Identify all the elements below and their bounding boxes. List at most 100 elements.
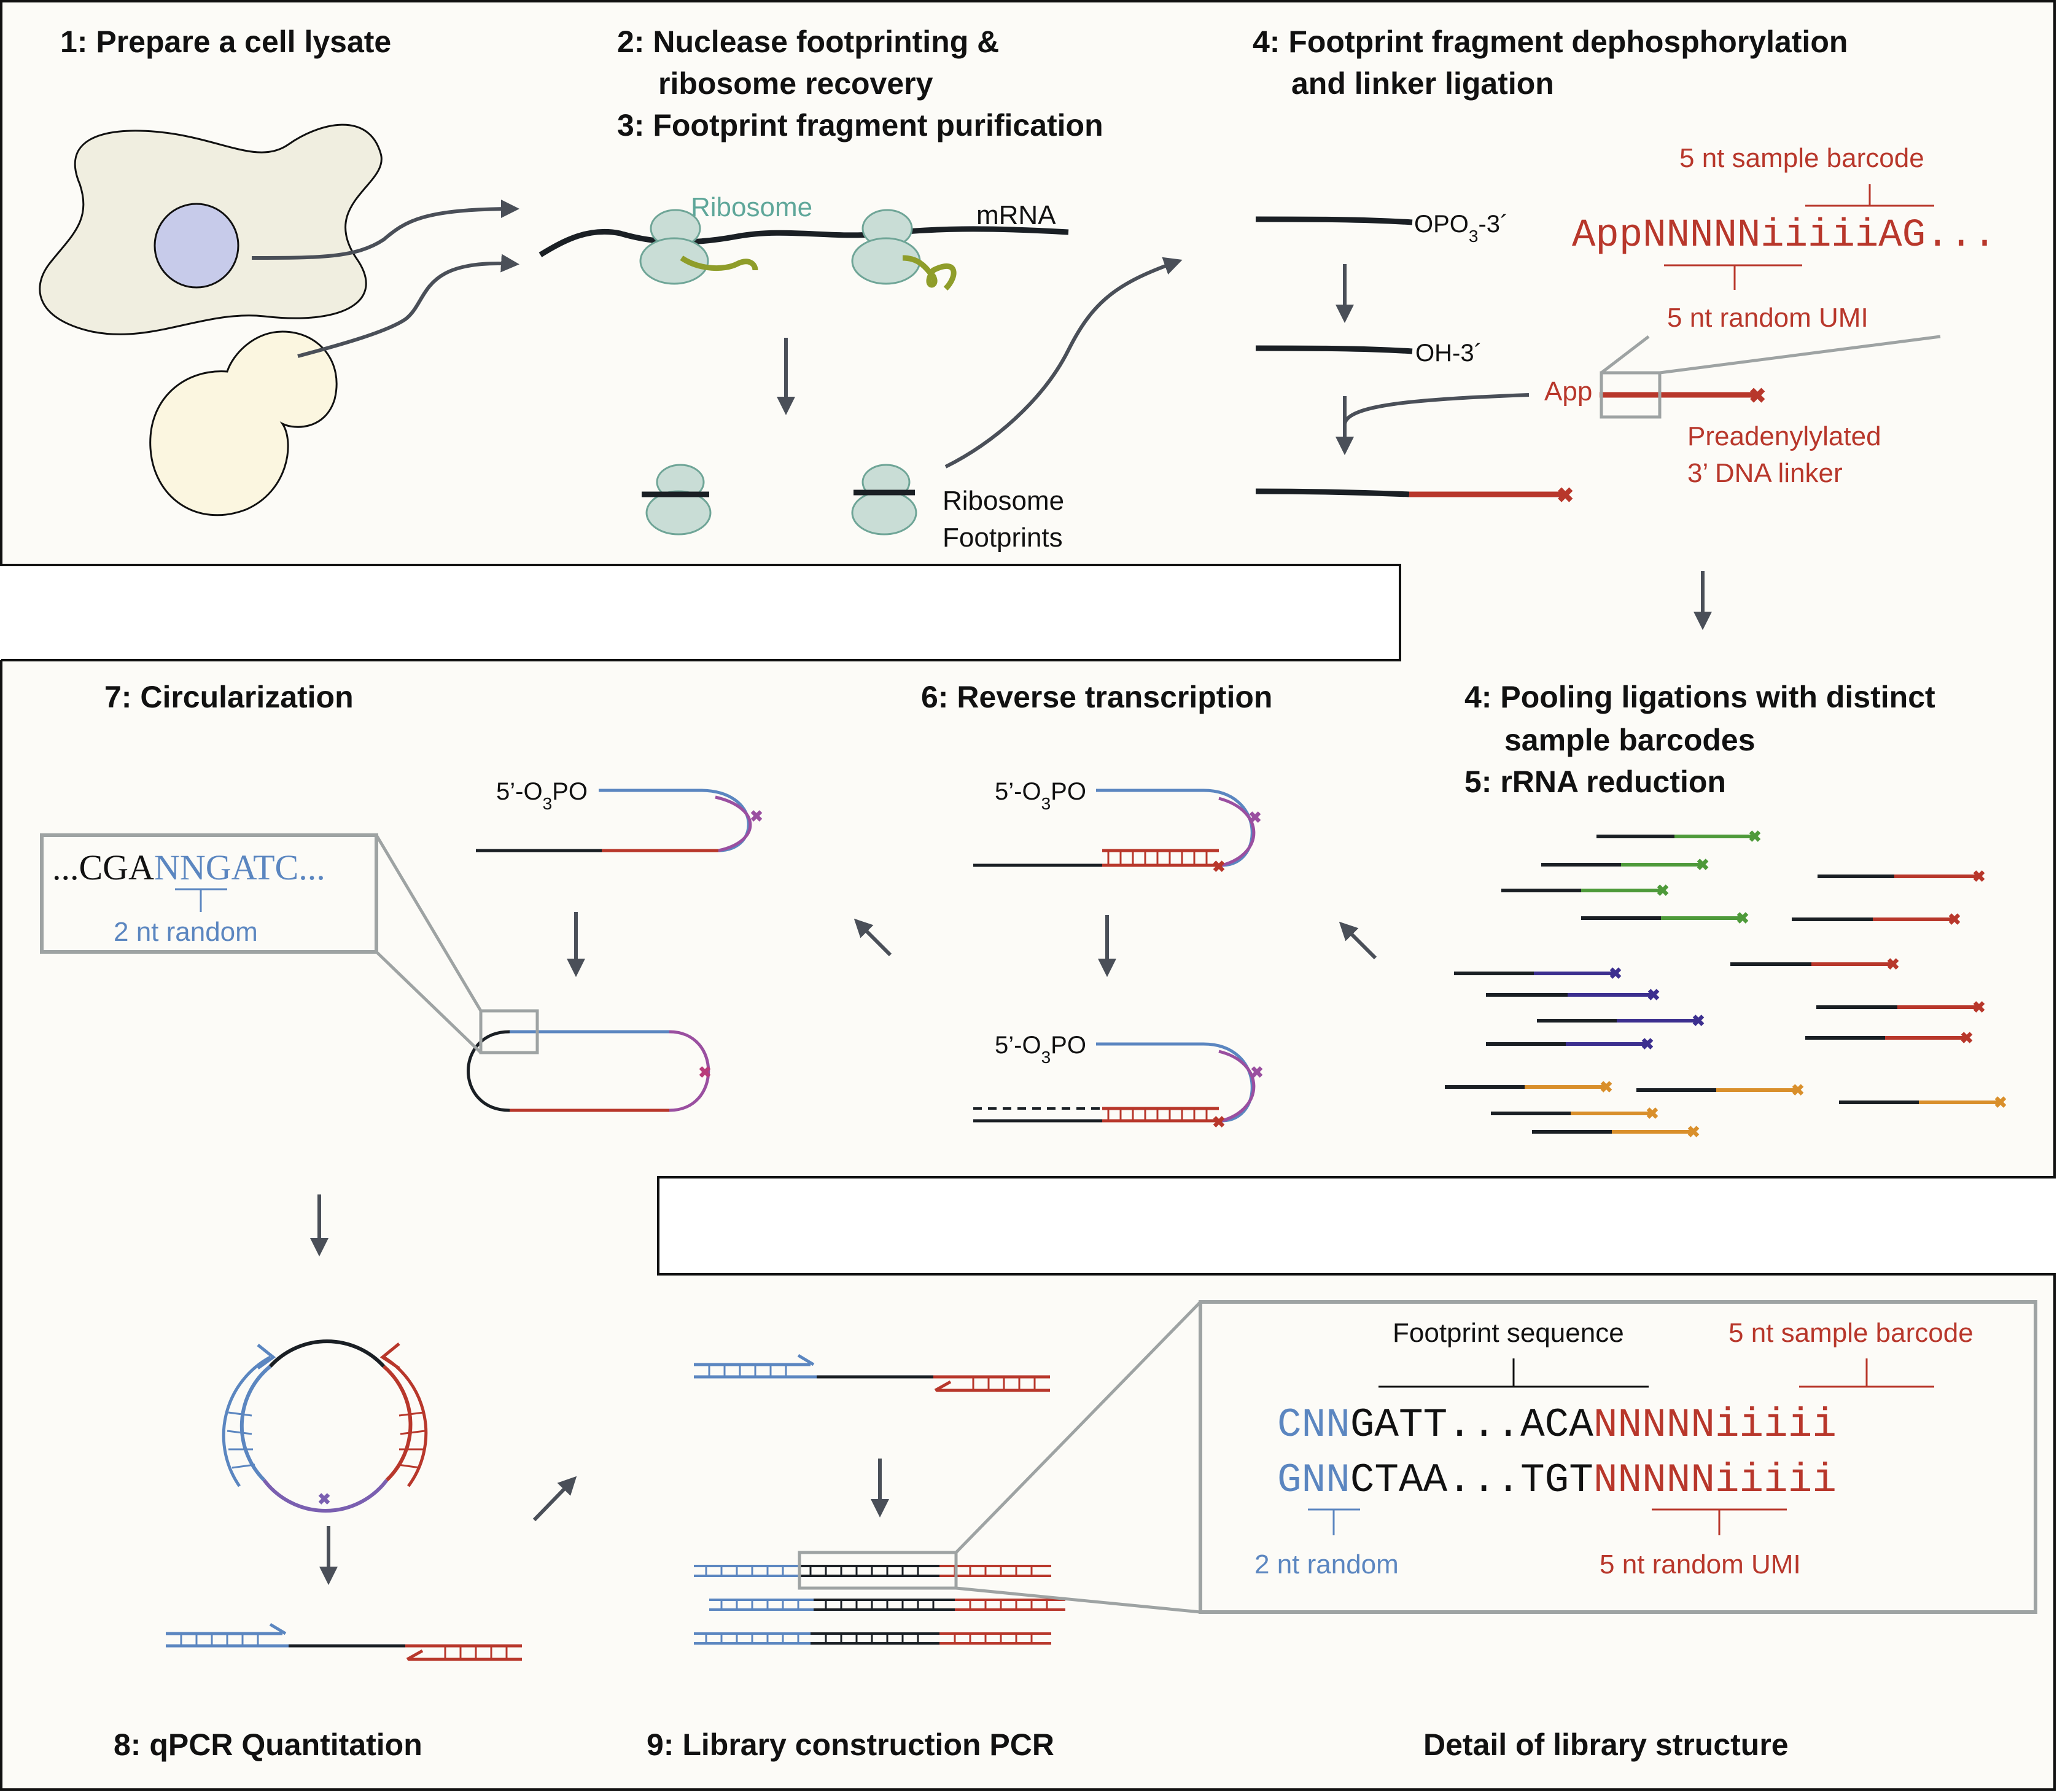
detail-umi-label: 5 nt random UMI: [1600, 1549, 1801, 1580]
svg-text:✖: ✖: [1692, 1011, 1705, 1030]
footprint-ribosome-1: [642, 464, 712, 536]
circ-linear-x: ✖: [750, 807, 763, 825]
gap-strip-bottom: [659, 1178, 2053, 1273]
step3-title: 3: Footprint fragment purification: [617, 108, 1103, 142]
pooled-fragment-ends: ✖ ✖ ✖ ✖ ✖ ✖ ✖ ✖ ✖ ✖ ✖ ✖ ✖ ✖ ✖ ✖ ✖ ✖: [1600, 827, 2007, 1141]
gap-strip-top-border: [1, 564, 1401, 661]
ribosome-2: [851, 209, 957, 291]
circ-linear-primer-purple: [715, 795, 752, 852]
circ-2nt-bracket: [175, 888, 227, 912]
pooled-fragments: [1445, 835, 1999, 1134]
gap-strip-bottom-border: [657, 1176, 2055, 1276]
detail-top-strand: CNNGATT...ACANNNNNiiiii: [1277, 1402, 1837, 1448]
ligated-fragment-end-x: ✖: [1557, 484, 1574, 507]
pcr-callout-small: [798, 1551, 958, 1590]
qpcr-product-blue-rungs: [180, 1634, 259, 1646]
qpcr-circle-purple: [262, 1479, 389, 1513]
arrow-pool-to-rt: [1339, 921, 1377, 960]
step5-title: 5: rRNA reduction: [1464, 765, 1726, 799]
linker-sequence: AppNNNNNiiiiiAG...: [1572, 214, 1996, 258]
step2-title-line1: 2: Nuclease footprinting &: [617, 25, 999, 59]
app-label: App: [1544, 376, 1592, 407]
qpcr-rungs-left: [227, 1411, 255, 1469]
nucleus: [154, 203, 239, 289]
svg-text:✖: ✖: [1994, 1093, 2007, 1112]
pcr-callout-line-1: [955, 1301, 1202, 1554]
circ-loop-x: ✖: [698, 1063, 712, 1081]
svg-text:✖: ✖: [1647, 986, 1660, 1004]
arrow-cell-to-lysate-1: [251, 200, 519, 260]
circ-loop-black: [467, 1030, 510, 1112]
svg-text:✖: ✖: [1656, 881, 1670, 900]
qpcr-circle-x: ✖: [317, 1490, 331, 1508]
arrow-ligation: [1336, 393, 1530, 455]
detail-bottom-strand: GNNCTAA...TGTNNNNNiiiii: [1277, 1457, 1837, 1503]
footprint-ribosome-2: [851, 464, 917, 536]
detail-title: Detail of library structure: [1423, 1728, 1789, 1762]
circ-loop-purple: [669, 1030, 710, 1112]
fragment-dephosphorylated: [1255, 345, 1413, 354]
svg-text:✖: ✖: [1696, 855, 1709, 874]
svg-text:✖: ✖: [1687, 1123, 1700, 1141]
qpcr-circle-black: [268, 1339, 386, 1368]
svg-text:✖: ✖: [1641, 1035, 1654, 1053]
circ-callout-line-1: [375, 834, 483, 1012]
rt-5prime-label-2: 5’-O3PO: [995, 1032, 1086, 1067]
footprint-sequence-label: Footprint sequence: [1393, 1318, 1624, 1348]
oh3-label: OH-3´: [1415, 340, 1482, 367]
svg-text:✖: ✖: [1609, 964, 1622, 983]
footprint-sequence-bracket: [1378, 1358, 1649, 1388]
pcr-input-blue-head: [797, 1354, 815, 1366]
rt-end-x-1: ✖: [1212, 857, 1226, 876]
arrow-rt-to-circ: [854, 918, 892, 957]
pcr-input-red-rungs: [972, 1377, 1036, 1390]
circ-callout-box: [40, 833, 378, 954]
step4-title-line1: 4: Footprint fragment dephosphorylation: [1253, 25, 1848, 59]
rt-rungs-2: [1107, 1108, 1208, 1121]
qpcr-product-red-head: [406, 1649, 424, 1661]
step4-pool-title-line1: 4: Pooling ligations with distinct: [1464, 680, 1935, 714]
detail-sample-barcode-bracket: [1799, 1358, 1934, 1388]
ribosome-footprints-label-2: Footprints: [943, 523, 1063, 553]
step2-title-line2: ribosome recovery: [658, 66, 933, 101]
rt-primer-2-purple: [1218, 1050, 1256, 1123]
svg-text:✖: ✖: [1736, 909, 1749, 927]
step9-title: 9: Library construction PCR: [647, 1728, 1054, 1762]
gap-strip-top: [2, 566, 1399, 659]
linker-callout-box: [1600, 371, 1662, 419]
pcr-input-blue-rungs: [708, 1365, 787, 1377]
qpcr-rungs-right: [397, 1411, 426, 1469]
pcr-products: [694, 1565, 1065, 1645]
ligated-fragment-black: [1255, 488, 1410, 497]
circ-2nt-label: 2 nt random: [114, 917, 258, 947]
sample-barcode-bracket: [1805, 184, 1934, 207]
detail-sample-barcode-label: 5 nt sample barcode: [1728, 1318, 1973, 1348]
mrna-strand: [539, 226, 1069, 257]
rt-end-x-2: ✖: [1212, 1113, 1226, 1131]
arrow-footprints-to-step4: [944, 257, 1183, 469]
qpcr-circle-red: [383, 1365, 413, 1482]
linker-end-x: ✖: [1749, 384, 1767, 408]
step4-title-line2: and linker ligation: [1291, 66, 1554, 101]
circ-sequence: ...CGANNGATC...: [52, 847, 325, 887]
random-umi-label: 5 nt random UMI: [1667, 303, 1868, 333]
svg-text:✖: ✖: [1748, 827, 1762, 846]
qpcr-primer-blue: [222, 1355, 271, 1487]
qpcr-product-red-rungs: [444, 1646, 508, 1659]
sample-barcode-label: 5 nt sample barcode: [1679, 143, 1924, 173]
svg-text:✖: ✖: [1972, 867, 1986, 886]
rt-mid-x-1: ✖: [1248, 808, 1262, 827]
svg-text:✖: ✖: [1972, 998, 1986, 1016]
detail-2nt-label: 2 nt random: [1254, 1549, 1399, 1580]
svg-text:✖: ✖: [1960, 1029, 1973, 1047]
svg-text:✖: ✖: [1948, 910, 1961, 929]
svg-text:✖: ✖: [1886, 955, 1900, 973]
svg-text:✖: ✖: [1646, 1104, 1659, 1123]
yeast-cell: [149, 330, 338, 516]
detail-2nt-bracket: [1308, 1508, 1360, 1535]
qpcr-circle-blue: [239, 1365, 271, 1482]
step7-title: 7: Circularization: [104, 680, 354, 714]
circ-callout-line-2: [375, 951, 482, 1054]
step1-title: 1: Prepare a cell lysate: [60, 25, 391, 59]
linker-callout-line-2: [1659, 335, 1941, 375]
